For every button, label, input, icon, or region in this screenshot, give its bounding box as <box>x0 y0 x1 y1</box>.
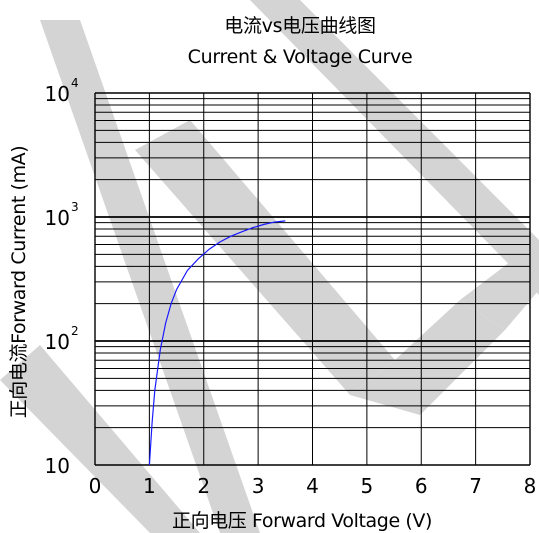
watermark-stroke <box>350 300 505 415</box>
x-tick-label: 0 <box>89 474 102 498</box>
x-tick-label: 6 <box>415 474 428 498</box>
y-tick-exponent: 4 <box>71 76 79 90</box>
y-tick-exponent: 2 <box>71 324 79 338</box>
x-tick-label: 8 <box>524 474 537 498</box>
chart-title: 电流vs电压曲线图 <box>224 15 375 37</box>
y-tick-exponent: 3 <box>71 200 79 214</box>
y-tick-label: 10 <box>45 330 70 354</box>
grid <box>94 92 531 466</box>
y-axis-label: 正向电流Forward Current (mA) <box>8 146 30 419</box>
watermark-stroke <box>250 0 539 295</box>
x-tick-label: 7 <box>469 474 482 498</box>
series-layer <box>148 220 286 466</box>
x-tick-label: 4 <box>306 474 319 498</box>
x-axis-ticks: 0 1 2 3 4 5 6 7 8 <box>89 474 537 498</box>
x-tick-label: 2 <box>197 474 210 498</box>
y-tick-label: 10 <box>45 206 70 230</box>
x-tick-label: 1 <box>143 474 156 498</box>
watermark-stroke <box>0 345 200 533</box>
x-tick-label: 3 <box>252 474 265 498</box>
series-line <box>148 220 286 466</box>
x-tick-label: 5 <box>361 474 374 498</box>
y-tick-label: 10 <box>45 454 70 478</box>
chart-subtitle: Current & Voltage Curve <box>188 46 413 68</box>
x-axis-label: 正向电压 Forward Voltage (V) <box>172 510 432 532</box>
y-tick-label: 10 <box>45 82 70 106</box>
watermark-stroke <box>135 120 395 395</box>
